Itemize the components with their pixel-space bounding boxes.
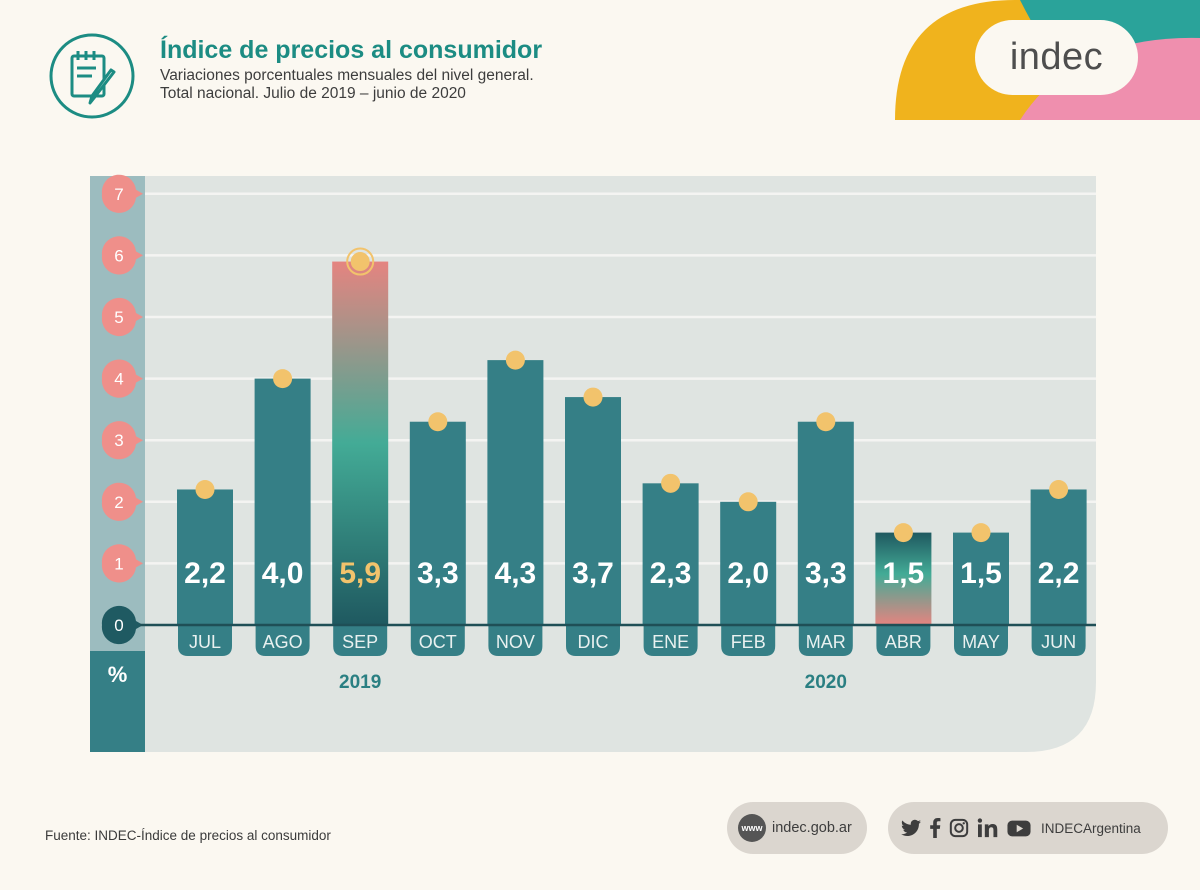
data-label: 4,3 (495, 557, 537, 590)
data-point-marker (583, 387, 603, 407)
y-tick-marker (101, 297, 143, 337)
data-label: 2,0 (727, 557, 769, 590)
data-point-marker (738, 492, 758, 512)
highlight-ring (346, 247, 375, 276)
month-tab (178, 625, 232, 656)
data-label: 3,3 (805, 557, 847, 590)
data-label: 2,2 (1038, 557, 1080, 590)
y-tick-label: 5 (114, 308, 123, 327)
chart-title: Índice de precios al consumidor (160, 36, 543, 64)
data-label: 1,5 (960, 557, 1002, 590)
month-tab (410, 625, 465, 656)
data-point-marker (971, 523, 991, 543)
data-label: 1,5 (883, 557, 925, 590)
month-tab (643, 625, 698, 656)
y-axis-unit-label: % (108, 662, 128, 687)
x-tick-label: OCT (419, 632, 457, 652)
bar (565, 397, 621, 625)
x-tick-label: FEB (731, 632, 766, 652)
y-tick-marker (101, 236, 143, 275)
y-tick-marker (101, 482, 143, 521)
data-point-marker (505, 350, 525, 370)
month-tab (721, 625, 776, 656)
data-point-marker (1049, 479, 1069, 499)
indec-logo[interactable]: indec (975, 20, 1138, 95)
data-label: 5,9 (339, 557, 381, 590)
subtitle-line-1: Variaciones porcentuales mensuales del n… (160, 67, 534, 84)
x-tick-label: MAR (806, 632, 846, 652)
y-tick-label: 6 (114, 246, 123, 265)
social-handle: INDECArgentina (1041, 820, 1141, 836)
y-tick-label: 3 (114, 431, 123, 450)
month-tab (876, 625, 931, 656)
www-icon: www (738, 814, 766, 842)
y-tick-label: 7 (114, 185, 123, 204)
month-tab (1031, 625, 1086, 656)
y-tick-marker (101, 174, 143, 213)
data-point-marker (273, 369, 293, 389)
y-tick-label: 0 (114, 616, 123, 635)
month-tab (566, 625, 620, 656)
data-point-marker (428, 412, 448, 432)
bar (797, 421, 854, 625)
year-label: 2019 (339, 672, 381, 693)
linkedin-icon[interactable] (977, 818, 999, 838)
bar (720, 501, 777, 625)
bar (254, 378, 311, 625)
bar (487, 360, 544, 625)
x-tick-label: MAY (962, 632, 1000, 652)
y-tick-marker (101, 605, 143, 645)
social-links: INDECArgentina (888, 802, 1168, 854)
data-label: 2,3 (650, 557, 692, 590)
x-tick-label: AGO (263, 632, 303, 652)
bar-chart: 0 1 2 3 4 5 6 7% JUL 2,2 AGO 4,0 SEP 5,9 OCT 3,3 NOV 4,3 D… (90, 174, 1096, 752)
x-tick-label: ENE (652, 632, 689, 652)
x-tick-label: DIC (578, 632, 609, 652)
month-tab (488, 625, 543, 656)
data-label: 3,7 (572, 557, 614, 590)
bar (1030, 489, 1087, 625)
bar (409, 421, 466, 625)
year-label: 2020 (805, 672, 847, 693)
facebook-icon[interactable] (929, 818, 941, 838)
y-axis-unit-block (90, 651, 145, 752)
bar (875, 532, 932, 625)
notepad-pencil-icon (49, 33, 135, 119)
y-tick-label: 1 (114, 554, 123, 573)
bar (642, 483, 699, 625)
youtube-icon[interactable] (1007, 820, 1031, 837)
chart-subtitle: Variaciones porcentuales mensuales del n… (160, 67, 534, 103)
y-tick-label: 4 (114, 370, 123, 389)
x-tick-label: JUN (1041, 632, 1076, 652)
x-tick-label: JUL (189, 632, 221, 652)
x-tick-label: ABR (885, 632, 922, 652)
data-point-marker (350, 252, 370, 272)
data-label: 2,2 (184, 557, 226, 590)
x-tick-label: SEP (342, 632, 378, 652)
source-note: Fuente: INDEC-Índice de precios al consu… (45, 828, 331, 843)
bar (953, 532, 1009, 625)
bar (177, 489, 233, 625)
x-tick-label: NOV (496, 632, 535, 652)
data-point-marker (661, 473, 681, 493)
month-tab (954, 625, 1008, 656)
y-tick-marker (101, 421, 143, 460)
data-point-marker (816, 412, 836, 432)
y-tick-marker (101, 359, 143, 398)
instagram-icon[interactable] (949, 818, 969, 838)
subtitle-line-2: Total nacional. Julio de 2019 – junio de… (160, 85, 466, 102)
website-text: indec.gob.ar (772, 820, 852, 836)
data-point-marker (195, 479, 215, 499)
y-tick-label: 2 (114, 493, 123, 512)
data-label: 4,0 (262, 557, 304, 590)
data-point-marker (893, 523, 913, 543)
twitter-icon[interactable] (901, 819, 921, 837)
bar (332, 261, 389, 625)
month-tab (333, 625, 388, 656)
data-label: 3,3 (417, 557, 459, 590)
y-tick-marker (101, 544, 143, 583)
month-tab (798, 625, 853, 656)
month-tab (255, 625, 310, 656)
website-link[interactable]: www indec.gob.ar (727, 802, 867, 854)
